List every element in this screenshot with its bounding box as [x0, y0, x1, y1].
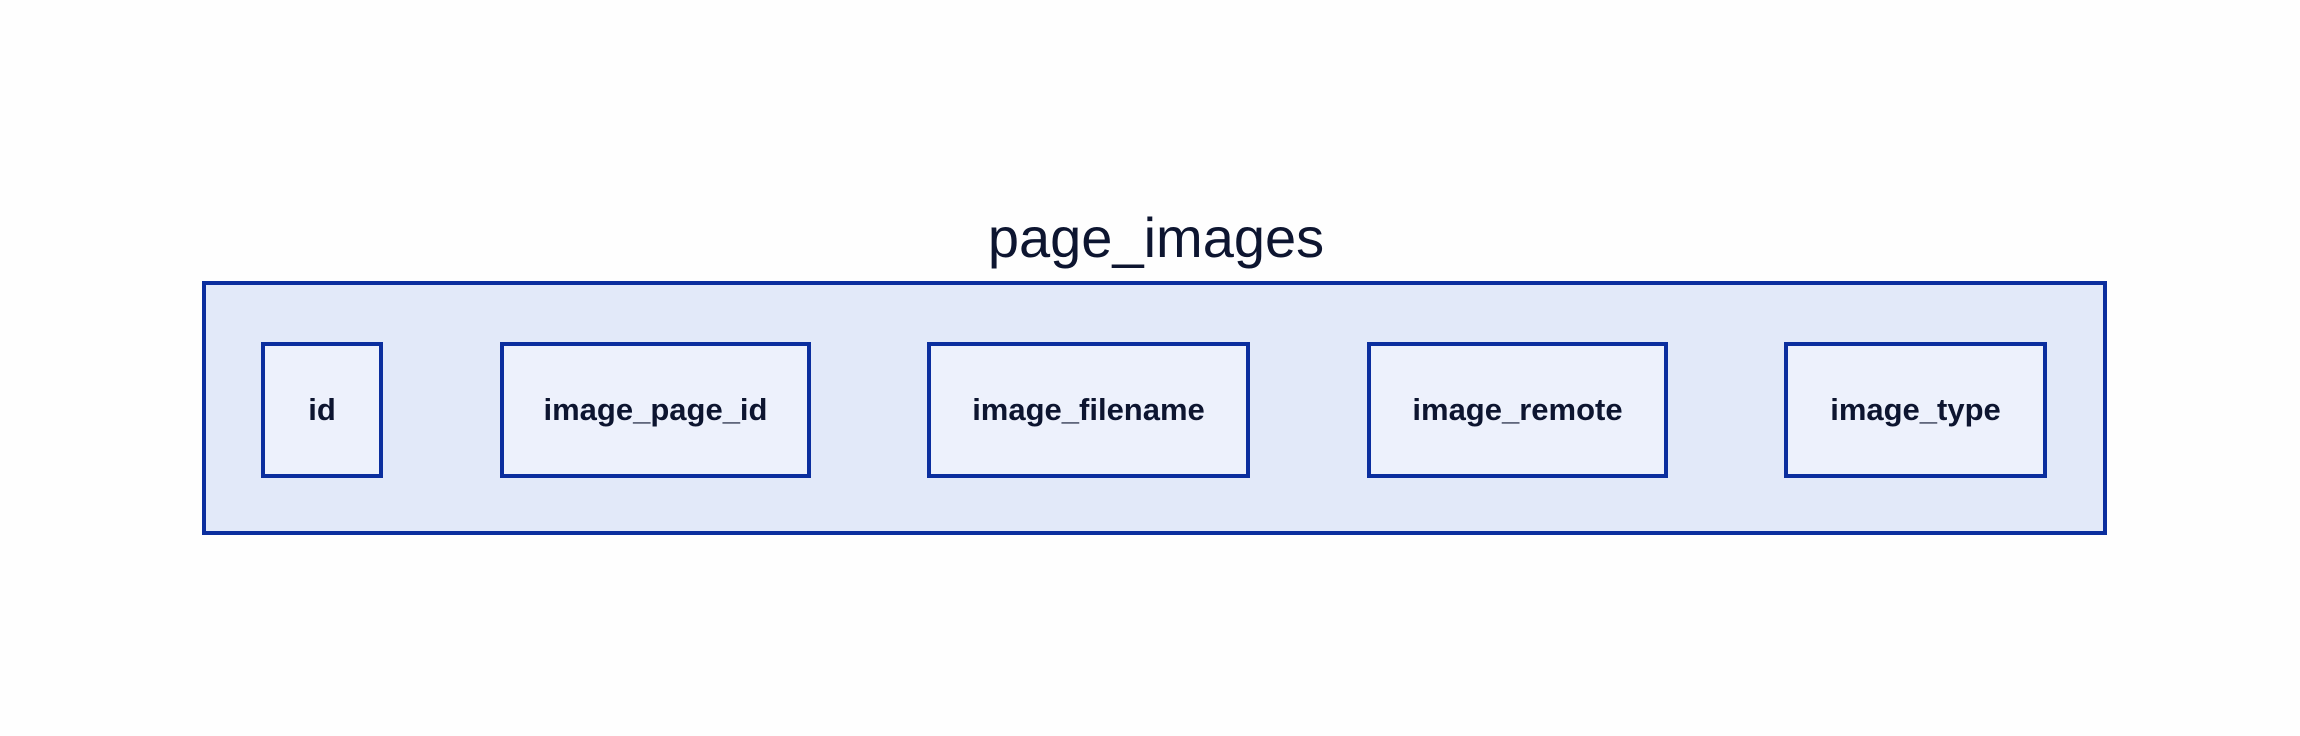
- table-title: page_images: [987, 206, 1325, 269]
- field-image-page-id: image_page_id: [500, 342, 811, 478]
- field-image-type: image_type: [1784, 342, 2047, 478]
- field-id: id: [261, 342, 383, 478]
- field-image-remote: image_remote: [1367, 342, 1668, 478]
- field-image-filename: image_filename: [927, 342, 1250, 478]
